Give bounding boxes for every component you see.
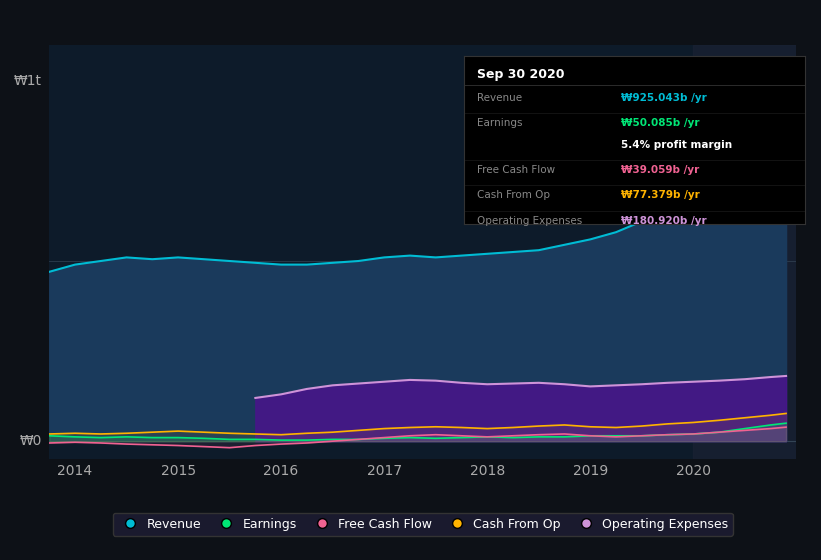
Legend: Revenue, Earnings, Free Cash Flow, Cash From Op, Operating Expenses: Revenue, Earnings, Free Cash Flow, Cash … [112, 513, 733, 536]
Text: ₩925.043b /yr: ₩925.043b /yr [621, 93, 706, 103]
Text: ₩39.059b /yr: ₩39.059b /yr [621, 165, 699, 175]
Text: ₩50.085b /yr: ₩50.085b /yr [621, 118, 699, 128]
Text: 5.4% profit margin: 5.4% profit margin [621, 140, 732, 150]
Text: ₩1t: ₩1t [14, 74, 42, 88]
Bar [693, 45, 796, 459]
Text: Free Cash Flow: Free Cash Flow [478, 165, 556, 175]
Text: ₩180.920b /yr: ₩180.920b /yr [621, 216, 706, 226]
Text: ₩0: ₩0 [20, 434, 42, 448]
Text: Revenue: Revenue [478, 93, 523, 103]
Text: Cash From Op: Cash From Op [478, 190, 551, 200]
Text: Operating Expenses: Operating Expenses [478, 216, 583, 226]
Text: Sep 30 2020: Sep 30 2020 [478, 68, 565, 81]
Text: Earnings: Earnings [478, 118, 523, 128]
Text: ₩77.379b /yr: ₩77.379b /yr [621, 190, 699, 200]
